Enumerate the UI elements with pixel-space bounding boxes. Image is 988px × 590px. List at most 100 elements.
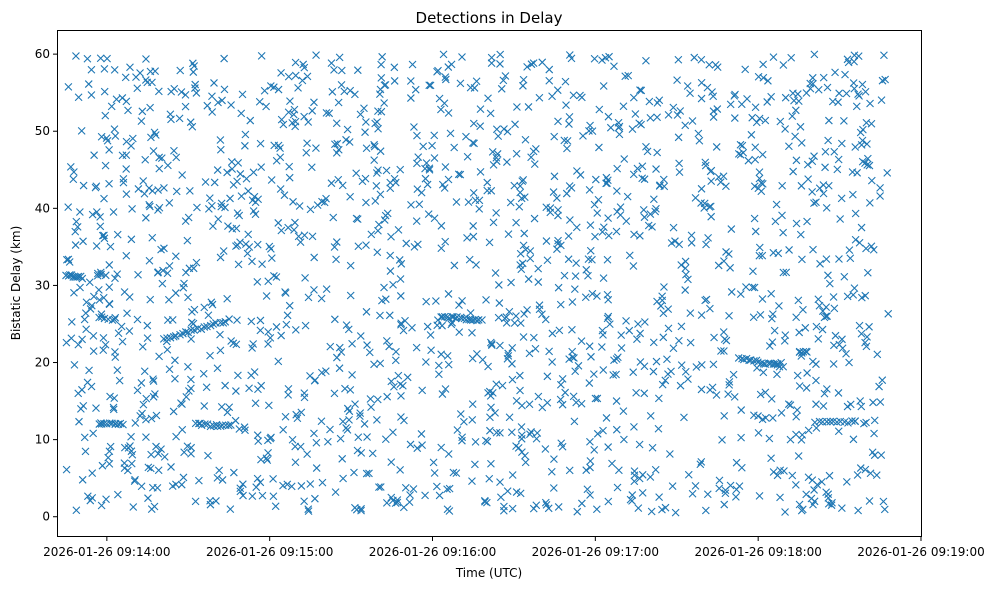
data-point (123, 309, 131, 318)
x-axis-label: Time (UTC) (455, 566, 522, 580)
data-point (220, 85, 229, 94)
data-point (686, 89, 694, 98)
data-point (494, 281, 503, 289)
data-point (66, 162, 75, 171)
data-point (199, 369, 208, 378)
data-point (485, 238, 494, 247)
data-point (779, 228, 788, 237)
data-point (638, 489, 647, 497)
data-point (792, 430, 800, 439)
data-point (844, 419, 852, 427)
data-point (78, 274, 87, 283)
data-point (329, 213, 338, 222)
data-point (426, 331, 435, 339)
data-point (545, 65, 554, 74)
data-point (62, 338, 71, 347)
data-point (182, 268, 190, 277)
data-point (516, 386, 524, 395)
data-point (722, 248, 730, 256)
data-point (327, 59, 336, 68)
data-point (431, 297, 440, 305)
data-point (279, 120, 288, 129)
data-point (803, 348, 811, 356)
data-point (797, 139, 806, 147)
data-point (116, 419, 125, 428)
data-point (441, 237, 450, 246)
data-point (530, 214, 539, 223)
data-point (638, 470, 647, 479)
data-point (191, 84, 199, 92)
data-point (808, 157, 817, 166)
data-point (792, 412, 801, 421)
data-point (200, 303, 209, 312)
data-point (372, 182, 381, 190)
data-point (881, 75, 890, 84)
data-point (755, 174, 764, 183)
data-point (668, 482, 677, 490)
data-point (376, 483, 385, 491)
data-point (648, 443, 657, 452)
data-point (365, 469, 373, 478)
data-point (92, 208, 101, 216)
data-point (491, 409, 499, 417)
data-point (206, 500, 215, 509)
data-point (266, 333, 275, 342)
data-point (177, 88, 186, 96)
data-point (287, 482, 296, 491)
data-point (165, 198, 174, 207)
data-point (223, 168, 232, 177)
data-point (219, 247, 228, 255)
data-point (604, 112, 613, 121)
data-point (526, 254, 535, 263)
data-point (101, 161, 110, 170)
data-point (499, 76, 508, 85)
data-point (444, 290, 453, 298)
data-point (803, 369, 811, 377)
data-point (518, 259, 527, 268)
data-point (707, 212, 716, 221)
data-point (471, 437, 480, 446)
data-point (773, 370, 781, 379)
data-point (72, 52, 80, 60)
data-point (615, 122, 624, 131)
data-point (247, 317, 256, 326)
data-point (362, 198, 370, 207)
data-point (512, 442, 520, 451)
data-point (586, 246, 595, 255)
data-point (450, 143, 459, 152)
data-point (74, 389, 83, 398)
data-point (438, 390, 447, 398)
data-point (726, 263, 735, 272)
data-point (131, 475, 139, 484)
data-point (113, 270, 122, 278)
data-point (767, 454, 775, 463)
data-point (389, 496, 397, 505)
data-point (550, 172, 559, 181)
data-point (843, 292, 852, 301)
data-point (216, 136, 225, 144)
chart-title: Detections in Delay (416, 9, 563, 27)
data-point (353, 446, 362, 455)
data-point (543, 398, 552, 407)
data-point (861, 291, 870, 300)
data-point (342, 135, 350, 144)
data-point (494, 313, 503, 322)
data-point (682, 270, 690, 279)
data-point (714, 173, 723, 181)
data-point (613, 483, 622, 492)
data-point (876, 192, 884, 200)
data-point (346, 386, 355, 394)
data-point (75, 417, 83, 426)
data-point (720, 500, 729, 509)
data-point (303, 450, 312, 459)
data-point (521, 458, 530, 467)
data-point (503, 127, 512, 136)
data-point (110, 65, 119, 74)
data-point (831, 331, 840, 340)
data-point (684, 275, 692, 284)
data-point (108, 316, 117, 325)
data-point (861, 338, 869, 347)
data-point (136, 412, 145, 420)
data-point (838, 344, 847, 353)
data-point (628, 125, 637, 134)
